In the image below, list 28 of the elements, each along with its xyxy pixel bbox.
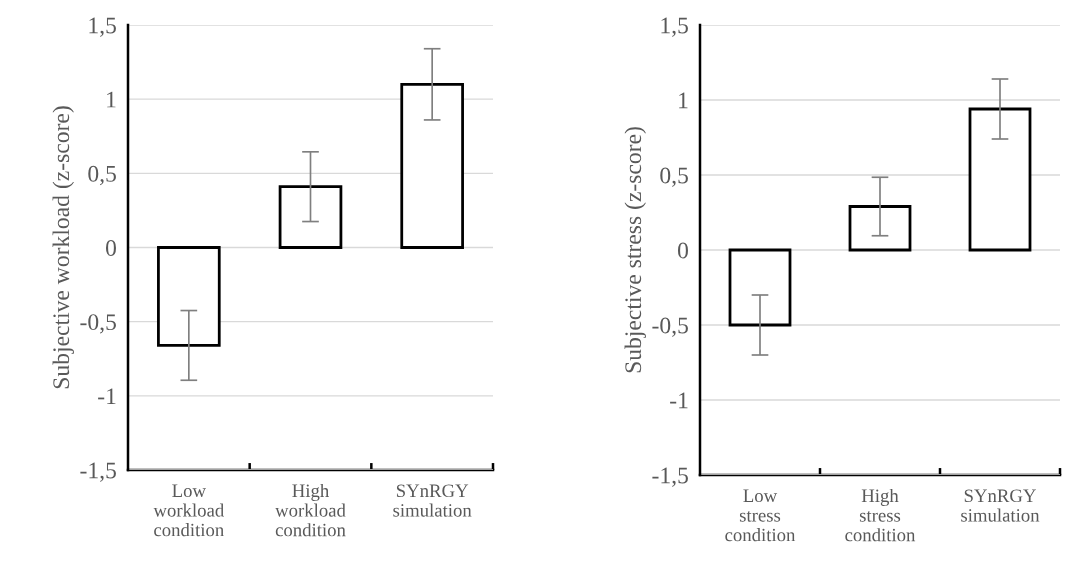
y-tick-label: -1,5: [80, 462, 116, 482]
bar: [278, 185, 343, 249]
x-tick-label: High workload condition: [275, 483, 346, 537]
y-tick-label: 0,5: [660, 167, 688, 187]
x-tick-label: High stress condition: [845, 488, 916, 542]
x-tick-label: Low workload condition: [153, 484, 225, 537]
y-axis-title: Subjective workload (z-score): [52, 106, 74, 389]
bar: [968, 107, 1032, 252]
x-tick-label: SYnRGY simulation: [393, 484, 472, 517]
x-tick-label: SYnRGY simulation: [961, 489, 1040, 522]
y-tick-label: -1: [670, 392, 688, 409]
bar: [157, 246, 221, 347]
bar: [848, 205, 912, 252]
y-tick-label: 0: [677, 242, 688, 259]
y-tick-label: 0,5: [88, 165, 116, 186]
y-tick-label: 1,5: [89, 17, 116, 37]
y-tick-label: -1,5: [652, 467, 688, 487]
bar: [400, 82, 464, 249]
y-tick-label: -0,5: [80, 314, 116, 334]
y-axis-title: Subjective stress (z-score): [624, 127, 646, 373]
y-tick-label: 1: [679, 92, 688, 109]
y-tick-label: 1: [107, 91, 116, 108]
y-tick-label: -1: [98, 388, 116, 405]
y-tick-label: 0: [105, 239, 116, 256]
y-tick-label: -0,5: [652, 317, 688, 337]
x-tick-label: Low stress condition: [725, 489, 796, 542]
y-tick-label: 1,5: [661, 17, 688, 37]
bar: [728, 248, 792, 327]
